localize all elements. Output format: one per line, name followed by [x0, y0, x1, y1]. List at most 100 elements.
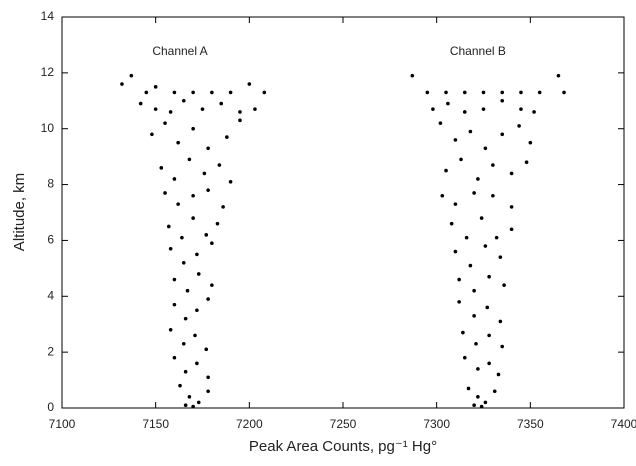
scatter-point	[166, 224, 171, 229]
scatter-point	[191, 193, 195, 198]
scatter-point	[238, 118, 242, 123]
scatter-point	[253, 107, 257, 111]
scatter-point	[410, 73, 415, 78]
scatter-point	[172, 277, 177, 282]
x-axis-label: Peak Area Counts, pg⁻¹ Hg°	[249, 438, 437, 455]
scatter-point	[168, 247, 173, 251]
x-tick-label: 7350	[517, 417, 544, 431]
x-tick-label: 7300	[423, 417, 450, 431]
y-axis-label: Altitude, km	[11, 173, 28, 251]
x-tick-label: 7200	[236, 417, 263, 431]
scatter-point	[517, 124, 521, 128]
scatter-point	[202, 171, 207, 176]
scatter-point	[168, 328, 173, 332]
scatter-point	[159, 166, 164, 170]
scatter-point	[483, 146, 488, 151]
scatter-point	[459, 157, 463, 162]
scatter-point	[163, 121, 167, 125]
y-tick-label: 12	[41, 65, 55, 79]
scatter-point	[479, 216, 484, 220]
scatter-point	[144, 90, 149, 95]
scatter-point	[487, 274, 491, 279]
y-tick-label: 4	[47, 288, 54, 302]
scatter-point	[138, 101, 143, 106]
scatter-point	[453, 138, 458, 142]
scatter-point	[181, 341, 186, 346]
scatter-point	[178, 383, 182, 388]
scatter-point	[500, 344, 505, 349]
scatter-point	[466, 386, 471, 391]
scatter-point	[210, 283, 214, 287]
scatter-point	[481, 90, 486, 95]
scatter-point	[556, 73, 561, 78]
scatter-point	[528, 140, 533, 145]
annotation: Channel A	[152, 44, 207, 58]
scatter-point	[446, 101, 450, 106]
scatter-point	[461, 330, 465, 335]
scatter-point	[204, 347, 209, 352]
scatter-point	[502, 283, 506, 287]
scatter-point	[185, 288, 190, 293]
scatter-point	[210, 241, 214, 246]
scatter-point	[476, 395, 480, 399]
scatter-point	[485, 305, 490, 310]
scatter-point	[498, 255, 503, 259]
scatter-point	[472, 403, 476, 408]
scatter-point	[196, 400, 201, 405]
x-tick-label: 7100	[49, 417, 76, 431]
scatter-point	[509, 205, 514, 209]
y-tick-label: 14	[41, 9, 55, 23]
scatter-point	[562, 90, 566, 95]
scatter-point	[183, 316, 188, 321]
scatter-point	[172, 90, 177, 95]
scatter-point	[444, 90, 448, 95]
scatter-point	[206, 146, 210, 151]
scatter-point	[153, 85, 158, 89]
scatter-point	[206, 188, 210, 192]
scatter-point	[206, 375, 210, 380]
scatter-point	[228, 90, 233, 95]
scatter-point	[195, 308, 199, 313]
scatter-point	[129, 73, 134, 78]
scatter-point	[468, 129, 473, 134]
scatter-point	[440, 193, 445, 198]
scatter-point	[206, 389, 210, 394]
scatter-point	[462, 355, 467, 360]
scatter-point	[195, 361, 199, 366]
scatter-point	[500, 98, 505, 103]
y-tick-label: 2	[47, 344, 54, 358]
scatter-point	[462, 90, 467, 95]
scatter-point	[491, 163, 495, 167]
x-tick-label: 7150	[142, 417, 169, 431]
scatter-point	[221, 205, 225, 209]
scatter-point	[509, 171, 514, 176]
x-tick-label: 7400	[611, 417, 636, 431]
scatter-point	[180, 235, 184, 240]
scatter-point	[193, 333, 197, 338]
scatter-point	[444, 168, 448, 173]
scatter-point	[238, 110, 242, 114]
scatter-point	[176, 140, 180, 145]
scatter-point	[150, 132, 154, 137]
scatter-point	[453, 202, 458, 206]
scatter-point	[431, 107, 435, 111]
scatter-point	[449, 221, 454, 226]
y-tick-label: 0	[47, 400, 54, 414]
scatter-point	[494, 235, 499, 240]
scatter-point	[172, 302, 177, 307]
scatter-point	[206, 297, 210, 301]
x-tick-label: 7250	[330, 417, 357, 431]
scatter-point	[247, 82, 252, 86]
scatter-point	[225, 135, 229, 139]
scatter-point	[195, 252, 199, 257]
scatter-point	[519, 107, 523, 111]
scatter-point	[492, 389, 497, 394]
scatter-point	[191, 90, 195, 95]
scatter-point	[210, 90, 214, 95]
scatter-point	[187, 157, 192, 162]
y-tick-label: 10	[41, 121, 55, 135]
scatter-point	[472, 314, 476, 318]
scatter-point	[453, 249, 458, 254]
scatter-point	[187, 395, 192, 399]
